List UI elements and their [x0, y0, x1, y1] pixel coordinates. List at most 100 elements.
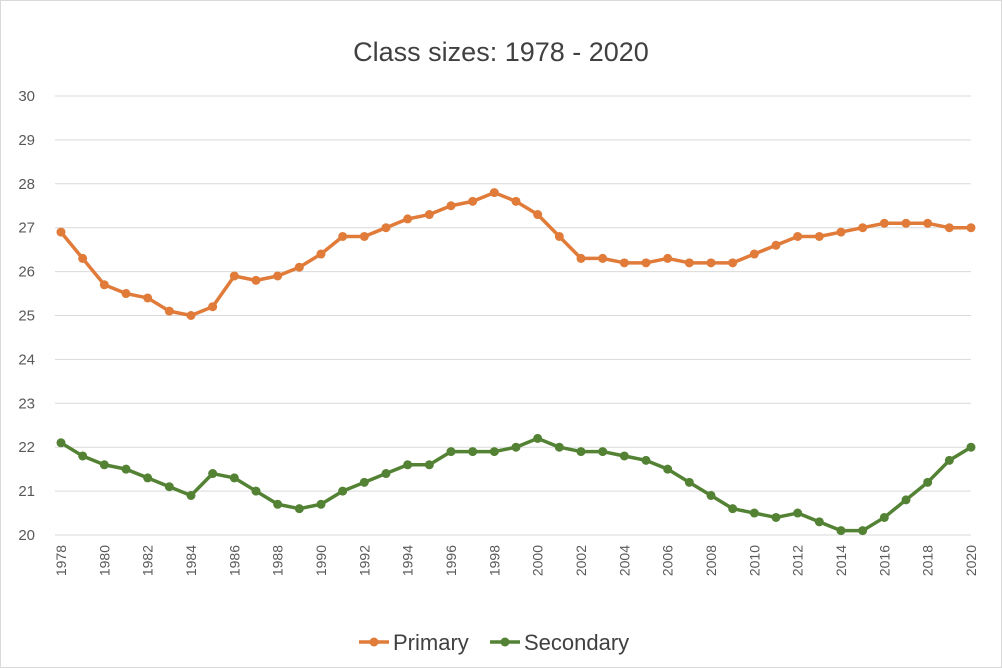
- legend-swatch-marker: [369, 637, 379, 647]
- data-point: [186, 490, 196, 500]
- series-line: [60, 436, 972, 533]
- y-tick-label: 23: [18, 395, 35, 412]
- y-axis-ticks: 20 21 22 23 24 25 26 27 28 29 30: [18, 88, 35, 544]
- y-tick-label: 26: [18, 264, 35, 281]
- y-tick-label: 25: [18, 308, 35, 325]
- data-point: [598, 253, 608, 263]
- data-point: [359, 477, 369, 487]
- x-tick-label: 1990: [313, 545, 329, 576]
- data-point: [56, 227, 66, 237]
- data-point: [56, 438, 66, 448]
- data-point: [229, 271, 239, 281]
- data-point: [923, 477, 933, 487]
- series-layer: [56, 188, 976, 536]
- data-point: [728, 504, 738, 514]
- legend: Primary Secondary: [359, 630, 629, 655]
- data-point: [403, 460, 413, 470]
- data-point: [944, 455, 954, 465]
- data-point: [554, 442, 564, 452]
- data-point: [446, 201, 456, 211]
- data-point: [836, 227, 846, 237]
- x-axis-ticks: 1978 1980 1982 1984 1986 1988 1990 1992 1994 1996…: [53, 545, 979, 576]
- data-point: [771, 240, 781, 250]
- data-point: [208, 469, 218, 479]
- x-tick-label: 1996: [443, 545, 459, 576]
- data-point: [164, 306, 174, 316]
- data-point: [208, 302, 218, 312]
- x-tick-label: 1978: [53, 545, 69, 576]
- x-tick-label: 2000: [530, 545, 546, 576]
- data-point: [316, 499, 326, 509]
- x-tick-label: 2018: [920, 545, 936, 576]
- data-point: [836, 526, 846, 536]
- data-point: [489, 447, 499, 457]
- data-point: [359, 231, 369, 241]
- y-tick-label: 24: [18, 351, 35, 368]
- legend-item-primary: Primary: [359, 630, 469, 655]
- x-tick-label: 1984: [183, 545, 199, 576]
- data-point: [944, 223, 954, 233]
- x-tick-label: 1988: [270, 545, 286, 576]
- data-point: [121, 289, 131, 299]
- data-point: [619, 451, 629, 461]
- data-point: [143, 473, 153, 483]
- data-point: [641, 258, 651, 268]
- legend-swatch-marker: [500, 637, 510, 647]
- data-point: [793, 231, 803, 241]
- data-point: [814, 517, 824, 527]
- data-point: [966, 442, 976, 452]
- data-point: [229, 473, 239, 483]
- y-tick-label: 29: [18, 132, 35, 149]
- data-point: [446, 447, 456, 457]
- x-tick-label: 1982: [140, 545, 156, 576]
- data-point: [706, 258, 716, 268]
- data-point: [793, 508, 803, 518]
- data-point: [143, 293, 153, 303]
- data-point: [966, 223, 976, 233]
- data-point: [684, 258, 694, 268]
- data-point: [663, 464, 673, 474]
- data-point: [684, 477, 694, 487]
- x-tick-label: 2020: [963, 545, 979, 576]
- data-point: [468, 196, 478, 206]
- data-point: [554, 231, 564, 241]
- data-point: [164, 482, 174, 492]
- data-point: [338, 486, 348, 496]
- y-tick-label: 27: [18, 220, 35, 237]
- data-point: [78, 253, 88, 263]
- x-tick-label: 2002: [573, 545, 589, 576]
- data-point: [576, 253, 586, 263]
- data-point: [294, 504, 304, 514]
- data-point: [186, 311, 196, 320]
- data-point: [381, 223, 391, 233]
- x-tick-label: 2010: [746, 545, 762, 576]
- data-point: [294, 262, 304, 272]
- data-point: [381, 469, 391, 479]
- data-point: [879, 512, 889, 522]
- data-point: [771, 512, 781, 522]
- x-tick-label: 2004: [616, 545, 632, 576]
- x-tick-label: 1994: [400, 545, 416, 576]
- data-point: [251, 275, 261, 285]
- data-point: [468, 447, 478, 457]
- y-tick-label: 22: [18, 439, 35, 456]
- x-tick-label: 2016: [876, 545, 892, 576]
- y-tick-label: 28: [18, 176, 35, 193]
- data-point: [749, 249, 759, 259]
- data-point: [338, 231, 348, 241]
- data-point: [78, 451, 88, 461]
- x-tick-label: 1980: [96, 545, 112, 576]
- data-point: [424, 460, 434, 470]
- data-point: [251, 486, 261, 496]
- data-point: [858, 223, 868, 233]
- data-point: [511, 196, 521, 206]
- x-tick-label: 2012: [790, 545, 806, 576]
- data-point: [663, 253, 673, 263]
- data-point: [99, 280, 109, 290]
- data-point: [489, 188, 499, 198]
- series-secondary: [56, 433, 976, 536]
- data-point: [533, 433, 543, 443]
- data-point: [424, 210, 434, 220]
- series-line: [59, 190, 971, 318]
